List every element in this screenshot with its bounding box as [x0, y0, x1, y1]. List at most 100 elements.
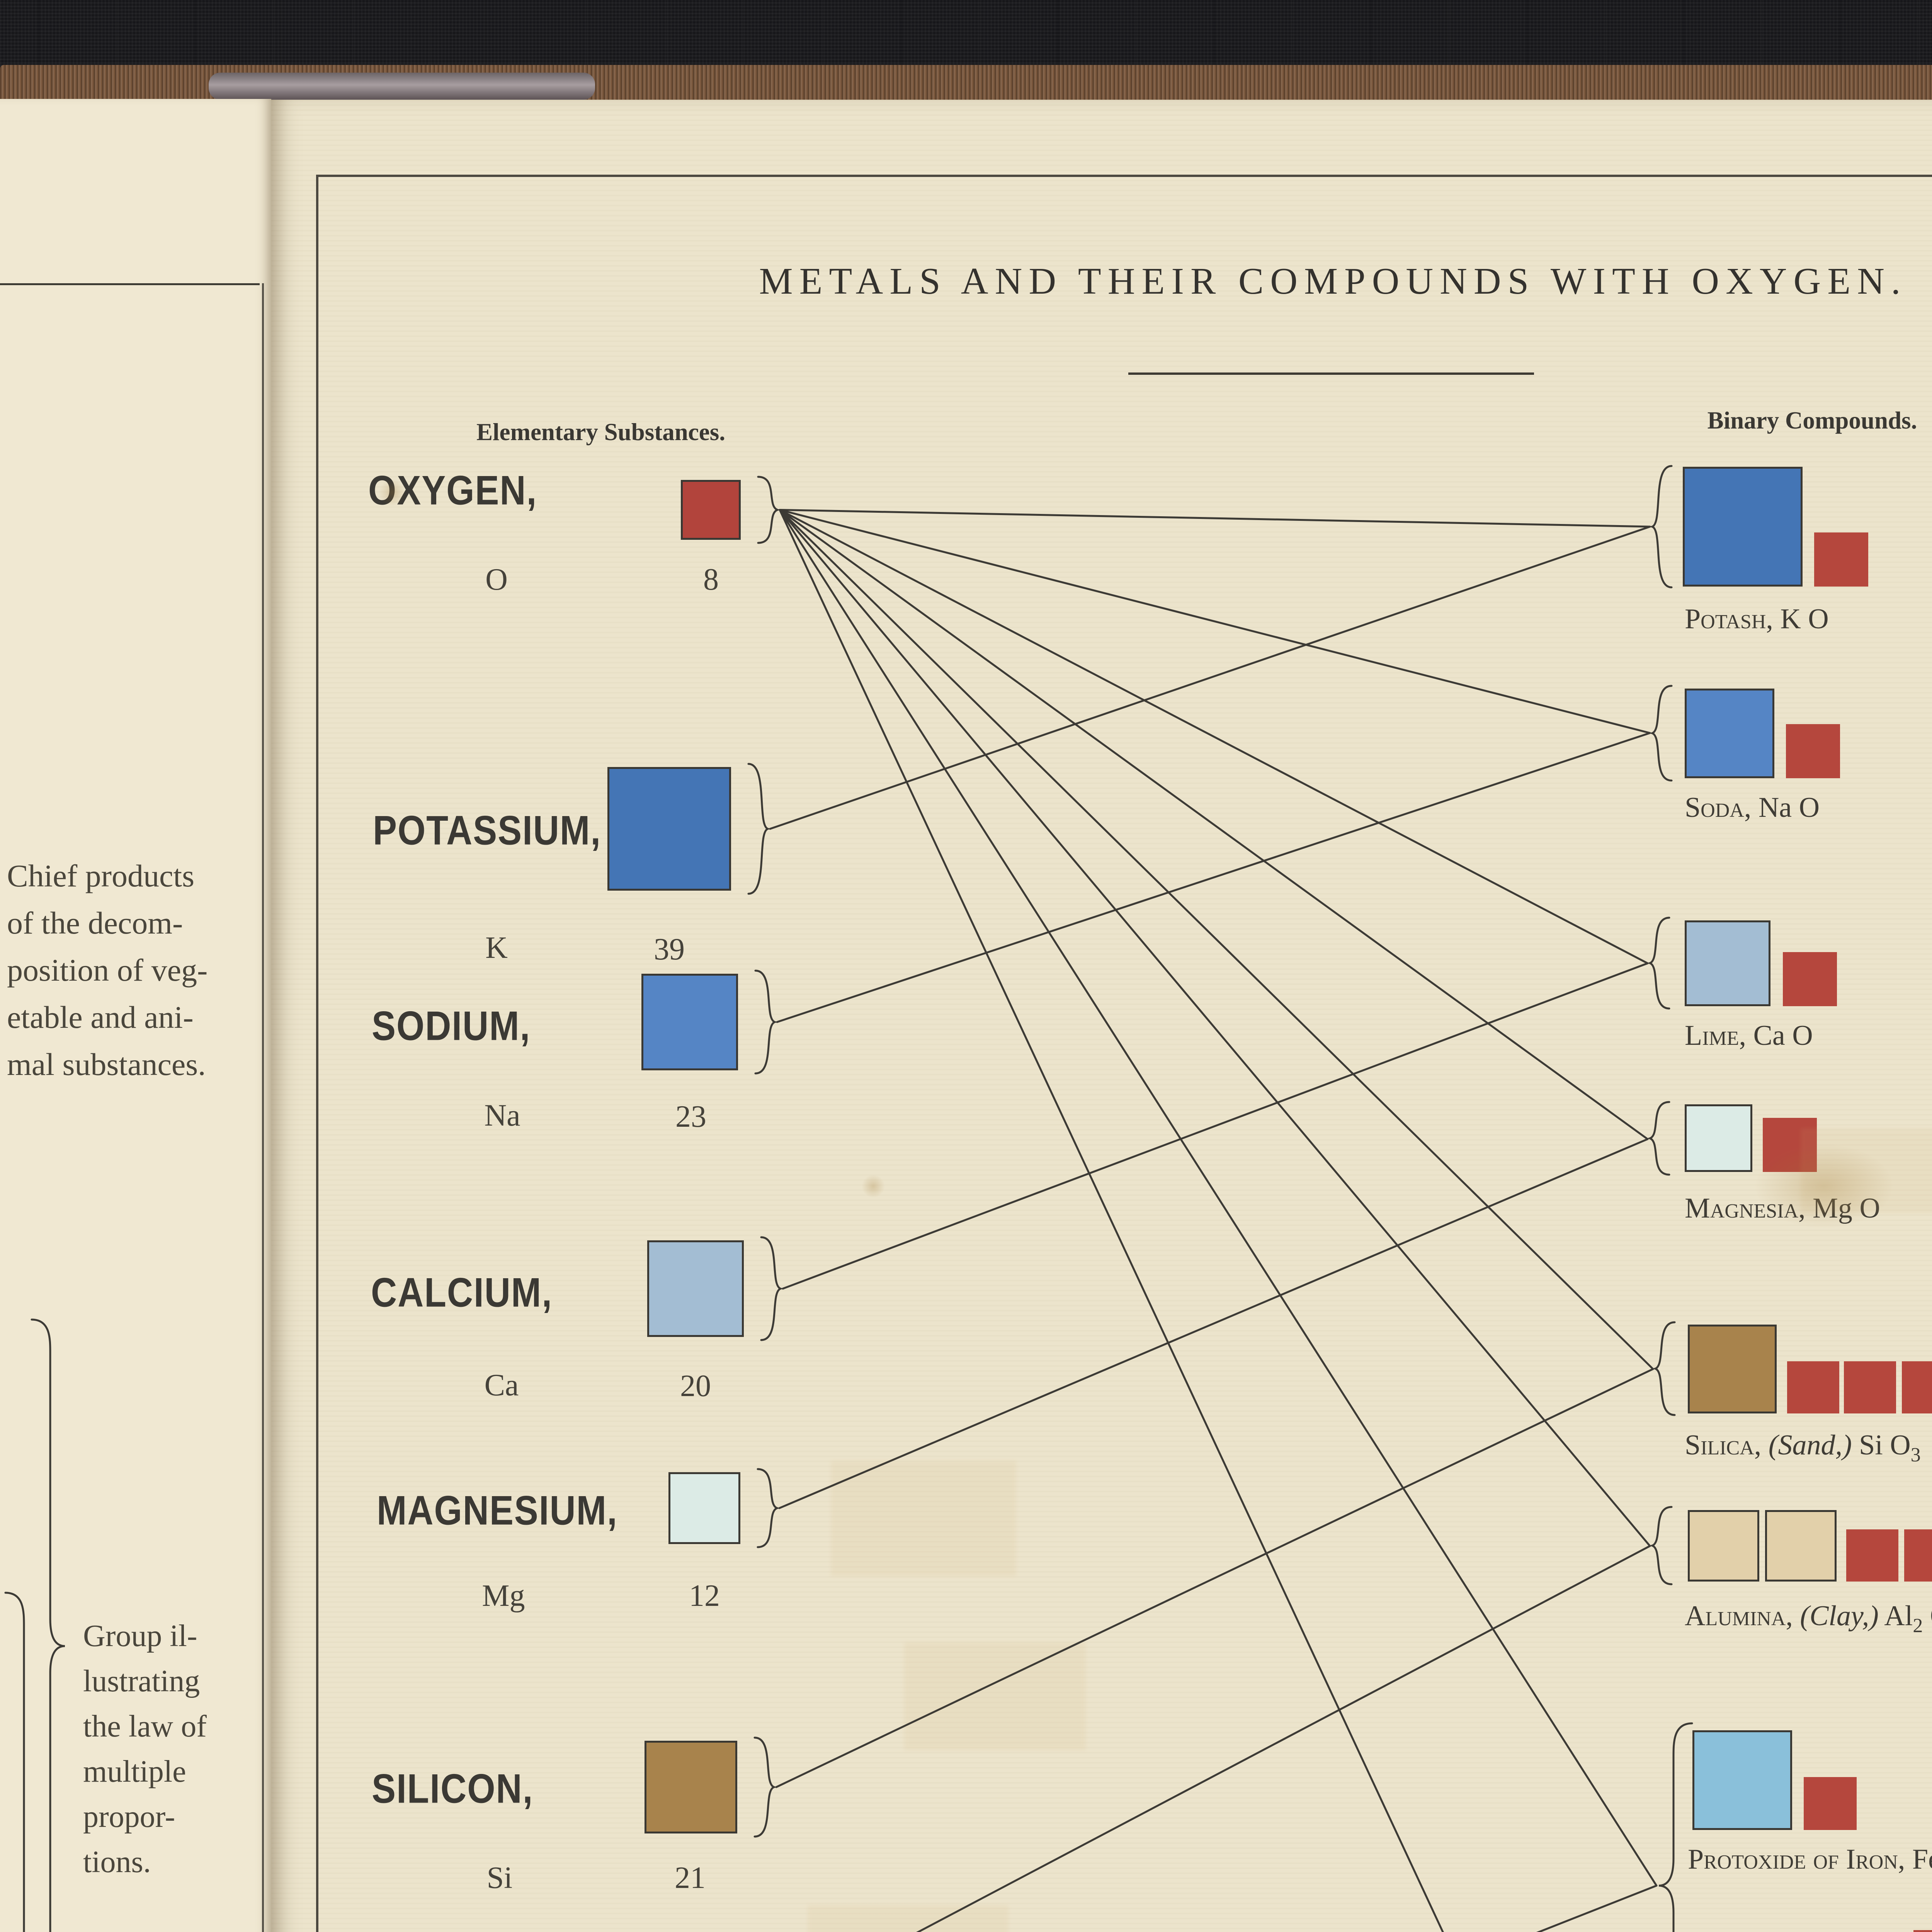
title-rule — [1128, 372, 1534, 375]
engraved-stroke — [1649, 685, 1673, 782]
element-square-silicon — [645, 1741, 737, 1833]
compound-oxygen-square-magnesia — [1763, 1118, 1817, 1172]
compound-metal-square-alumina — [1688, 1510, 1759, 1582]
engraved-stroke — [754, 969, 778, 1075]
left-page-text-line: propor- — [83, 1800, 175, 1834]
engraved-stroke — [779, 509, 1658, 1887]
engraved-stroke — [778, 1138, 1649, 1509]
compound-metal-square-potash — [1683, 467, 1803, 587]
compound-label-protoxide-iron: Protoxide of Iron, Fe O — [1688, 1843, 1932, 1876]
element-equivalent-number: 12 — [689, 1579, 720, 1613]
engraved-stroke — [753, 1736, 777, 1838]
left-page-text-line: Chief products — [7, 858, 195, 893]
compound-oxygen-square-silica — [1844, 1361, 1896, 1413]
element-name: MAGNESIUM, — [377, 1487, 618, 1534]
compound-metal-square-silica — [1688, 1325, 1777, 1413]
compound-oxygen-square-potash — [1814, 532, 1868, 587]
left-page-text-line: position of veg- — [7, 952, 208, 988]
compound-label-lime: Lime, Ca O — [1685, 1019, 1813, 1052]
label-segment: Magnesia, — [1685, 1192, 1813, 1224]
element-equivalent-number: 23 — [675, 1100, 706, 1134]
compound-oxygen-square-silica — [1902, 1361, 1932, 1413]
engraved-stroke — [4, 1592, 25, 1932]
element-name: POTASSIUM, — [373, 807, 601, 854]
compound-oxygen-square-protoxide-iron — [1804, 1777, 1857, 1830]
bleedthrough-ghost — [904, 1642, 1086, 1750]
label-segment: Alumina, — [1685, 1600, 1800, 1632]
left-text-page: Chief products of the decom-position of v… — [0, 99, 271, 1932]
compound-label-soda: Soda, Na O — [1685, 791, 1820, 824]
left-page-text-line: mal substances. — [7, 1047, 206, 1082]
compound-metal-square-magnesia — [1685, 1104, 1752, 1172]
element-name: SILICON, — [372, 1765, 534, 1812]
compound-oxygen-square-soda — [1786, 724, 1840, 778]
column-header-binary-compounds: Binary Compounds. — [1707, 407, 1917, 434]
engraved-stroke — [779, 509, 1649, 1140]
label-segment: Mg O — [1813, 1192, 1880, 1224]
element-equivalent-number: 39 — [654, 932, 685, 966]
element-name: CALCIUM, — [371, 1269, 553, 1316]
engraved-stroke — [757, 476, 781, 544]
engraved-stroke — [779, 509, 1444, 1932]
compound-metal-square-protoxide-iron — [1692, 1730, 1792, 1830]
engraved-stroke — [916, 1545, 1651, 1932]
engraved-stroke — [1652, 1321, 1676, 1416]
element-square-magnesium — [668, 1472, 740, 1544]
element-symbol: Na — [484, 1099, 520, 1133]
bleedthrough-ghost — [1801, 1128, 1932, 1213]
label-segment: K O — [1780, 603, 1829, 635]
column-header-elementary-substances: Elementary Substances. — [476, 418, 725, 446]
compound-label-alumina: Alumina, (Clay,) Al2 O3 — [1685, 1600, 1932, 1637]
engraved-stroke — [1536, 1884, 1658, 1932]
compound-oxygen-square-alumina — [1904, 1529, 1932, 1582]
engraved-stroke — [757, 1468, 780, 1548]
label-segment: Protoxide of Iron, — [1688, 1844, 1912, 1875]
engraved-stroke — [1658, 1722, 1693, 1932]
engraved-stroke — [779, 509, 1651, 734]
engraved-stroke — [1649, 1506, 1673, 1585]
label-segment: O — [1923, 1600, 1932, 1632]
element-square-calcium — [647, 1240, 744, 1337]
engraved-stroke — [1647, 1101, 1670, 1176]
compound-oxygen-square-lime — [1783, 952, 1837, 1006]
engraved-stroke — [779, 509, 1649, 964]
compound-metal-square-lime — [1685, 920, 1770, 1006]
plate-border-frame — [316, 175, 1932, 1932]
engraved-stroke — [31, 1318, 65, 1932]
compound-oxygen-square-silica — [1787, 1361, 1839, 1413]
left-page-text-line: tions. — [83, 1845, 151, 1879]
plate-page — [271, 100, 1932, 1932]
element-equivalent-number: 8 — [703, 563, 719, 597]
left-page-text-line: of the decom- — [7, 905, 183, 940]
engraved-stroke — [760, 1236, 784, 1341]
compound-metal-square-soda — [1685, 689, 1774, 778]
compound-metal-square-alumina — [1765, 1510, 1837, 1582]
compound-label-silica: Silica, (Sand,) Si O3 — [1685, 1429, 1921, 1466]
engraved-stroke — [779, 509, 1651, 1547]
element-name: SODIUM, — [372, 1002, 531, 1049]
label-segment: Na O — [1758, 792, 1820, 823]
element-square-oxygen — [681, 480, 741, 540]
engraved-stroke — [779, 509, 1651, 528]
element-symbol: Si — [486, 1861, 513, 1895]
left-page-paragraph-decomposition: Chief products of the decom-position of v… — [7, 852, 207, 1088]
compound-oxygen-square-alumina — [1846, 1529, 1898, 1582]
element-square-potassium — [607, 767, 731, 891]
left-page-text-line: Group il- — [83, 1619, 197, 1653]
label-segment: (Clay,) — [1800, 1600, 1879, 1632]
book-headband-cord — [209, 73, 595, 100]
label-segment: Soda, — [1685, 792, 1759, 823]
bleedthrough-ghost — [831, 1461, 1016, 1577]
element-equivalent-number: 20 — [680, 1369, 711, 1403]
engraved-stroke — [1647, 917, 1670, 1010]
left-page-frame-top — [0, 283, 260, 285]
left-page-text-line: multiple — [83, 1755, 186, 1789]
bleedthrough-ghost — [808, 1905, 1009, 1932]
page-title: METALS AND THEIR COMPOUNDS WITH OXYGEN. — [759, 260, 1907, 302]
label-segment: (Sand,) — [1768, 1429, 1852, 1461]
engraved-stroke — [776, 732, 1651, 1023]
left-page-text-line: etable and ani- — [7, 1000, 194, 1035]
element-symbol: Mg — [482, 1579, 525, 1613]
element-name: OXYGEN, — [368, 467, 537, 514]
